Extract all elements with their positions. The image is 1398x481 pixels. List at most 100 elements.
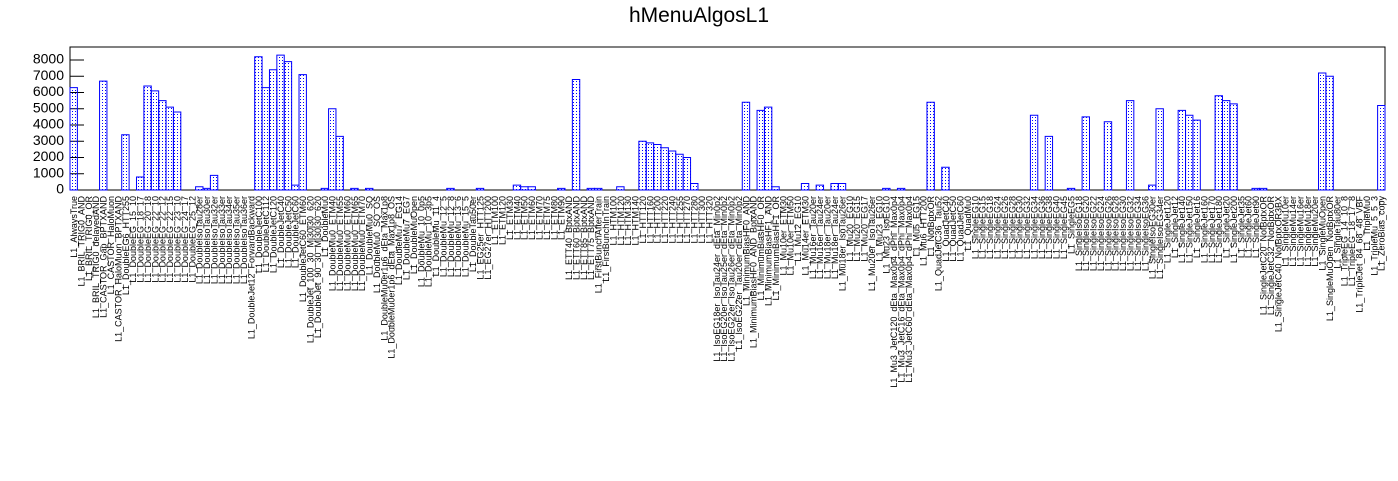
x-tick-label: L1_DoubleJetC100	[254, 196, 264, 273]
bar	[586, 187, 596, 191]
bar	[209, 174, 219, 191]
bar	[202, 187, 211, 191]
x-tick-label: L1_Mu20er_IsoTau26er	[867, 196, 877, 291]
x-tick-label: L1_SingleMu18er	[1303, 196, 1313, 267]
bar	[527, 186, 536, 191]
x-tick-label: L1_Mu23_EG10	[874, 196, 884, 262]
x-tick-label: L1_Mu18er_IsoTau26er	[837, 196, 847, 291]
chart-title: hMenuAlgosL1	[629, 4, 769, 27]
x-tick-label: L1_ETM30	[505, 196, 515, 240]
x-tick-label: L1_DoubleMu_12_8	[446, 196, 456, 277]
bar	[69, 87, 78, 191]
bar	[320, 187, 330, 191]
bar	[520, 186, 529, 191]
x-tick-label: L1_ETM100	[490, 196, 500, 245]
x-tick-label: L1_IsoEG22er_Tau20er_dEta_Min0p2	[734, 196, 744, 350]
x-tick-label: L1_DoubleMu0_ETM55	[335, 196, 345, 291]
bar	[660, 147, 669, 191]
x-tick-label: L1_TripleMu0	[1362, 196, 1372, 251]
x-tick-label: L1_HTT280	[690, 196, 700, 244]
bar	[557, 187, 566, 191]
x-tick-label: L1_DoubleIsoTau33er	[217, 196, 227, 284]
x-tick-label: L1_SingleJet120	[1162, 196, 1172, 263]
x-tick-label: L1_ETT40_BptxAND	[564, 196, 574, 281]
x-tick-label: L1_DoubleEG_25_12	[187, 196, 197, 283]
x-tick-label: L1_CASTOR_HaloMuon	[106, 196, 116, 294]
bar	[926, 101, 935, 191]
x-tick-label: L1_Mu16er_Tau24er	[815, 196, 825, 279]
x-tick-label: L1_SingleJet12	[1170, 196, 1180, 258]
x-tick-label: L1_DoubleMu_11_4	[431, 196, 441, 276]
x-tick-label: L1_DoubleIsoTau36er	[239, 196, 249, 284]
x-tick-label: L1_ETM120	[498, 196, 508, 245]
bar	[882, 187, 891, 191]
x-tick-label: L1_DoubleJetC50	[283, 196, 293, 268]
x-tick-label: L1_DoubleMu0	[320, 196, 330, 257]
bar	[645, 142, 655, 191]
x-tick-label: L1_HTT220	[660, 196, 670, 244]
x-tick-label: L1_SingleJet200	[1229, 196, 1239, 263]
x-tick-label: L1_DoubleJet_90_30_Mj30j30_620	[313, 196, 323, 338]
x-tick-label: L1_CASTOR_HaloMuon_BPTXAND	[113, 196, 123, 342]
bar	[1125, 100, 1135, 191]
bar	[1251, 187, 1260, 191]
x-tick-label: L1_SingleJet160	[1199, 196, 1209, 263]
x-tick-label: L1_DoubleIsoTau35er	[232, 196, 242, 284]
x-tick-label: L1_HTT160	[645, 196, 655, 244]
x-tick-label: L1_SingleJet170	[1207, 196, 1217, 263]
x-tick-label: L1_TripleJet_84_68_48_VBF	[1355, 195, 1365, 312]
bar	[1325, 75, 1334, 191]
y-tick-label: 7000	[33, 67, 64, 83]
x-tick-label: L1_Mu18er_Tau20er	[823, 196, 833, 279]
x-tick-label: L1_Mu10er_ETM50	[786, 196, 796, 276]
bar	[1214, 95, 1223, 191]
bar	[512, 184, 522, 191]
bar	[800, 183, 810, 191]
bar	[1155, 108, 1164, 191]
x-tick-label: L1_SingleEG38	[1044, 196, 1054, 259]
bar	[1258, 187, 1268, 191]
x-tick-label: L1_DoubleMu0_ETM40	[328, 196, 338, 291]
bar	[1377, 105, 1386, 191]
x-tick-label: L1_DoubleJetC40	[276, 196, 286, 268]
bar	[335, 135, 344, 191]
x-tick-label: L1_SingleJet180	[1214, 196, 1224, 263]
bar	[1103, 121, 1113, 191]
bar	[1229, 103, 1238, 191]
bar	[1148, 184, 1157, 191]
x-tick-label: L1_SingleEG26	[1000, 196, 1010, 259]
x-tick-label: L1_DoubleMu0_ETM60	[342, 196, 352, 291]
x-tick-label: L1_DoubleMu_12_5	[438, 196, 448, 277]
x-tick-label: L1_DoubleTau50er	[468, 196, 478, 272]
x-tick-label: L1_SingleIsoEG36	[1140, 196, 1150, 271]
bar	[756, 109, 765, 191]
x-tick-label: L1_ETM90	[557, 196, 567, 240]
x-tick-label: L1_SingleEG24	[993, 196, 1003, 259]
x-tick-label: L1_DoubleMu0_SQ_OS	[372, 196, 382, 293]
bar	[1192, 119, 1201, 191]
y-tick-label: 3000	[33, 132, 64, 148]
x-tick-label: L1_DoubleIsoTau30er	[202, 196, 212, 284]
x-tick-label: L1_SingleJet20	[1222, 196, 1232, 258]
x-tick-label: L1_SingleIsoEG28	[1111, 196, 1121, 271]
x-tick-label: L1_Mu20_EG17	[860, 196, 870, 262]
x-tick-label: L1_SingleEG36	[1037, 196, 1047, 259]
bar	[150, 90, 160, 191]
x-tick-label: L1_SingleIsoEG22	[1089, 196, 1099, 271]
x-tick-label: L1_TripleEG_18_17_8	[1347, 196, 1357, 286]
x-tick-label: L1_ETT75_BptxAND	[586, 196, 596, 281]
x-tick-label: L1_SingleEG15	[978, 196, 988, 259]
x-tick-label: L1_SingleEG40	[1052, 196, 1062, 259]
x-tick-label: L1_HTM130	[623, 196, 633, 246]
x-tick-label: L1_HTT200	[653, 196, 663, 244]
x-tick-label: L1_DoubleIsoTau32er	[209, 196, 219, 284]
x-tick-label: L1_DoubleJetC60	[291, 196, 301, 268]
x-tick-label: L1_HTT240	[667, 196, 677, 244]
x-tick-label: L1_DoubleJetC120	[269, 196, 279, 273]
x-tick-label: L1_DoubleMu_10_0p5	[416, 196, 426, 287]
bar	[135, 176, 145, 191]
x-tick-label: L1_DoubleEG_22_10	[150, 196, 160, 283]
bar	[283, 61, 293, 191]
x-tick-label: L1_FirstBunchAfterTrain	[594, 196, 604, 293]
x-tick-label: L1_MinimumBiasHF0_AND	[741, 196, 751, 307]
